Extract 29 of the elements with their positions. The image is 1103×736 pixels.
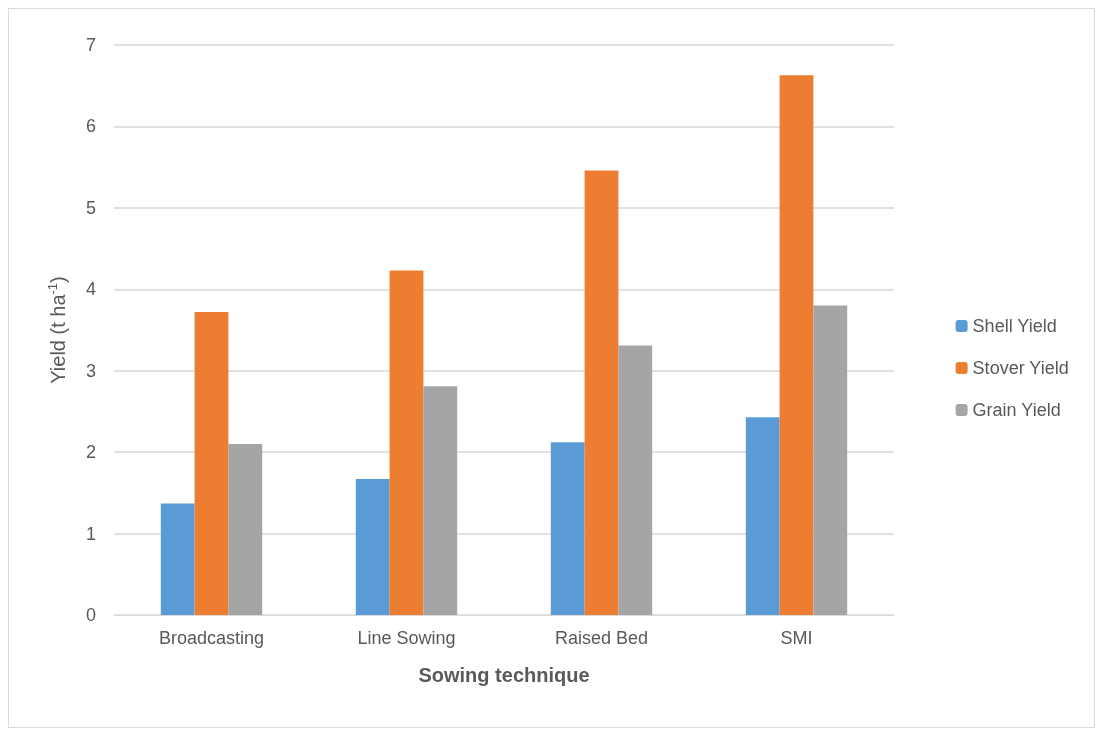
bar — [389, 270, 424, 615]
y-tick-label: 5 — [85, 197, 96, 218]
bar — [618, 345, 653, 615]
y-tick-label: 6 — [85, 116, 96, 137]
bar — [550, 442, 585, 615]
bar — [584, 170, 619, 615]
bar — [194, 312, 229, 615]
y-tick-label: 2 — [85, 442, 96, 463]
y-tick-label: 1 — [85, 523, 96, 544]
y-tick-label: 0 — [85, 605, 96, 625]
bar — [160, 503, 195, 615]
y-axis-title: Yield (t ha-1) — [45, 276, 69, 384]
y-tick-label: 7 — [85, 35, 96, 55]
bar — [745, 417, 780, 615]
x-axis-title: Sowing technique — [418, 664, 590, 686]
x-tick-label: Broadcasting — [158, 628, 265, 648]
x-tick-label: Raised Bed — [554, 628, 649, 648]
y-tick-label: 3 — [85, 360, 96, 381]
legend-label: Stover Yield — [972, 358, 1069, 378]
bar — [228, 444, 263, 615]
bar — [355, 479, 390, 615]
y-tick-label: 4 — [85, 279, 96, 300]
x-tick-label: SMI — [780, 628, 813, 648]
legend-label: Grain Yield — [972, 400, 1061, 420]
bar — [813, 305, 848, 615]
bar — [423, 386, 458, 615]
bar — [779, 75, 814, 615]
legend-label: Shell Yield — [972, 316, 1057, 336]
x-tick-label: Line Sowing — [357, 628, 456, 648]
